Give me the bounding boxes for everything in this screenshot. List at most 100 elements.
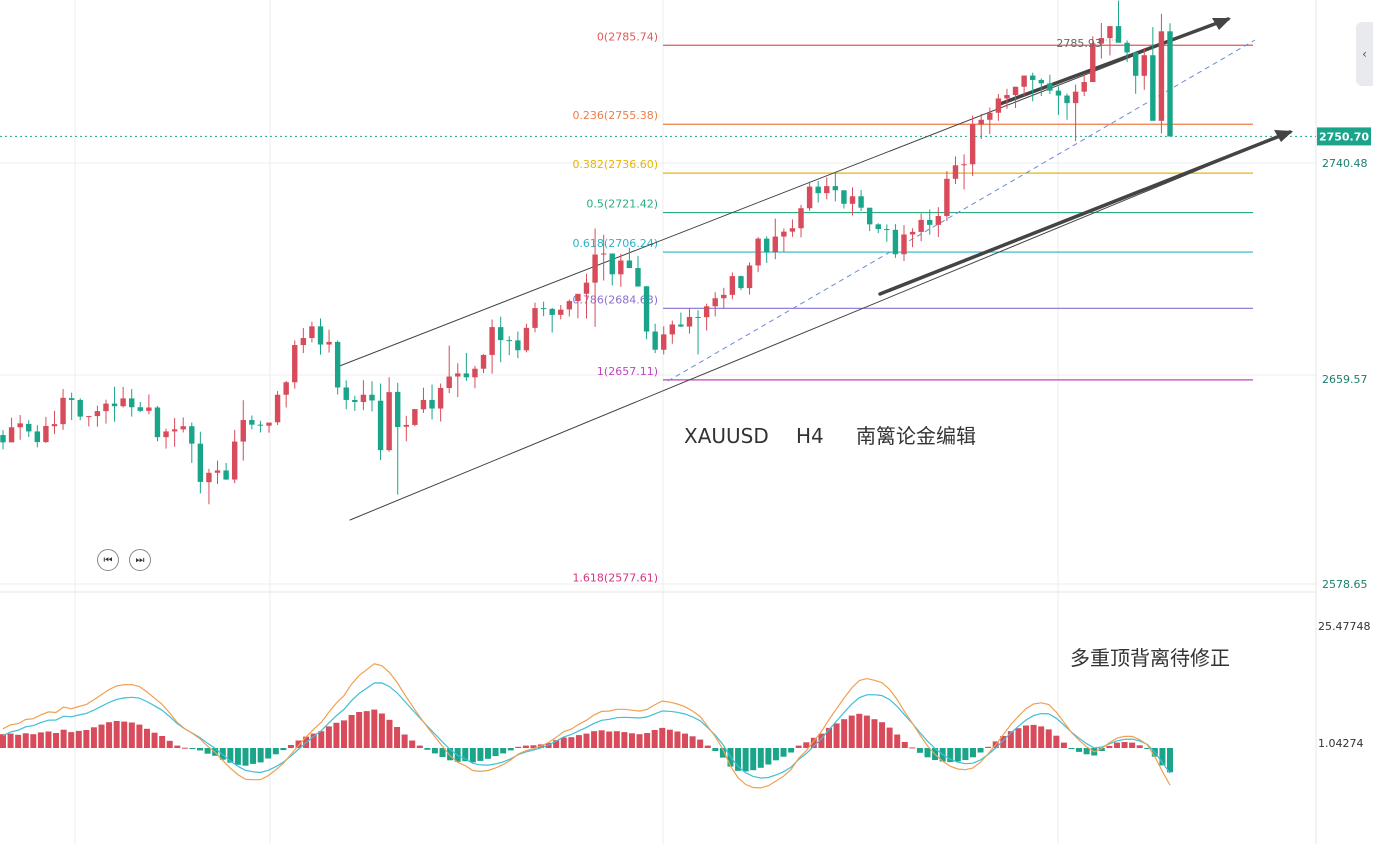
macd-histogram-bar xyxy=(356,712,363,748)
watermark-text: XAUUSD xyxy=(684,424,769,448)
macd-histogram-bar xyxy=(1106,745,1113,748)
last-price-tag xyxy=(1317,127,1371,146)
fib-level-label: 1.618(2577.61) xyxy=(572,572,658,585)
macd-histogram-bar xyxy=(1076,748,1083,752)
macd-histogram-bar xyxy=(166,740,173,748)
candle-body xyxy=(781,231,787,237)
macd-histogram-bar xyxy=(841,719,848,748)
channel-line xyxy=(998,17,1230,106)
candle-body xyxy=(403,424,410,427)
candle-body xyxy=(326,341,332,345)
candle-body xyxy=(1004,95,1010,99)
candle-body xyxy=(746,265,753,289)
candle-body xyxy=(231,441,238,480)
high-price-marker: 2785.93 xyxy=(1056,37,1102,50)
skip-forward-icon: ⏭ xyxy=(135,554,145,566)
macd-histogram-bar xyxy=(1129,742,1136,748)
candle-body xyxy=(892,229,899,255)
candle-body xyxy=(26,423,32,432)
macd-histogram-bar xyxy=(68,732,75,748)
macd-histogram-bar xyxy=(15,734,22,748)
candle-body xyxy=(1150,55,1156,121)
macd-histogram-bar xyxy=(644,733,651,748)
macd-histogram-bar xyxy=(879,722,886,748)
candle-body xyxy=(789,228,796,232)
macd-histogram-bar xyxy=(462,748,469,762)
candle-body xyxy=(1038,79,1044,84)
indicator-axis-label: 25.47748 xyxy=(1318,620,1371,633)
macd-histogram-bar xyxy=(1023,725,1030,748)
channel-line xyxy=(336,18,1229,368)
candle-body xyxy=(506,340,512,342)
macd-histogram-bar xyxy=(204,748,211,754)
price-axis-label: 2740.48 xyxy=(1322,157,1368,170)
macd-histogram-bar xyxy=(181,747,188,749)
macd-histogram-bar xyxy=(682,733,689,748)
candle-body xyxy=(600,253,607,255)
candle-body xyxy=(412,409,418,425)
candle-body xyxy=(197,443,204,482)
collapse-panel-tab[interactable]: ‹ xyxy=(1356,22,1373,86)
macd-histogram-bar xyxy=(962,748,969,760)
macd-histogram-bar xyxy=(606,731,613,748)
candle-body xyxy=(609,253,615,275)
macd-histogram-bar xyxy=(287,745,294,748)
macd-histogram-bar xyxy=(0,734,6,748)
candle-body xyxy=(1107,26,1113,39)
macd-histogram-bar xyxy=(568,737,575,748)
macd-histogram-bar xyxy=(83,730,90,748)
macd-histogram-bar xyxy=(22,733,29,748)
candle-body xyxy=(154,407,161,438)
candle-body xyxy=(497,327,504,341)
candle-body xyxy=(944,178,950,217)
watermark-text: H4 xyxy=(796,424,824,448)
macd-histogram-bar xyxy=(280,748,287,751)
candle-body xyxy=(935,216,942,225)
candle-body xyxy=(909,231,916,235)
macd-histogram-bar xyxy=(894,734,901,748)
candle-body xyxy=(1098,38,1105,44)
candle-body xyxy=(60,397,66,425)
macd-histogram-bar xyxy=(500,748,507,754)
fib-level-label: 0.5(2721.42) xyxy=(586,198,658,211)
candle-body xyxy=(223,470,229,480)
candle-body xyxy=(429,399,435,409)
scroll-forward-button[interactable]: ⏭ xyxy=(129,549,151,571)
macd-histogram-bar xyxy=(113,721,120,748)
trend-channel xyxy=(336,17,1293,521)
price-axis-label: 2578.65 xyxy=(1322,578,1368,591)
macd-histogram-bar xyxy=(985,746,992,748)
candle-body xyxy=(352,399,358,403)
watermark-text: 南篱论金编辑 xyxy=(856,424,976,448)
candle-body xyxy=(103,403,109,412)
macd-histogram-bar xyxy=(522,745,529,748)
macd-histogram-bar xyxy=(234,748,241,765)
candle-body xyxy=(1141,55,1147,76)
macd-histogram-bar xyxy=(780,748,787,757)
candle-body xyxy=(1090,43,1096,83)
candle-body xyxy=(1047,83,1053,91)
macd-histogram-bar xyxy=(318,731,325,748)
candle-body xyxy=(437,387,444,409)
macd-histogram-bar xyxy=(810,737,817,748)
macd-histogram-bar xyxy=(1144,748,1151,749)
candle-body xyxy=(43,425,49,443)
macd-histogram-bar xyxy=(947,748,954,763)
macd-histogram-bar xyxy=(848,715,855,748)
macd-histogram-bar xyxy=(1136,745,1143,748)
channel-line xyxy=(349,131,1291,521)
candle-body xyxy=(1021,75,1027,87)
candle-body xyxy=(884,229,890,231)
fib-level-label: 0.382(2736.60) xyxy=(572,158,658,171)
macd-histogram-bar xyxy=(7,733,14,748)
candle-body xyxy=(849,196,856,204)
candle-body xyxy=(111,403,118,407)
macd-histogram-bar xyxy=(1060,742,1067,748)
fib-level-label: 0.786(2684.63) xyxy=(572,293,658,306)
macd-histogram-bar xyxy=(886,727,893,748)
candle-body xyxy=(712,298,718,307)
candle-body xyxy=(635,268,641,287)
macd-histogram-bar xyxy=(742,748,749,772)
macd-histogram-bar xyxy=(735,748,742,771)
scroll-back-button[interactable]: ⏮ xyxy=(97,549,119,571)
